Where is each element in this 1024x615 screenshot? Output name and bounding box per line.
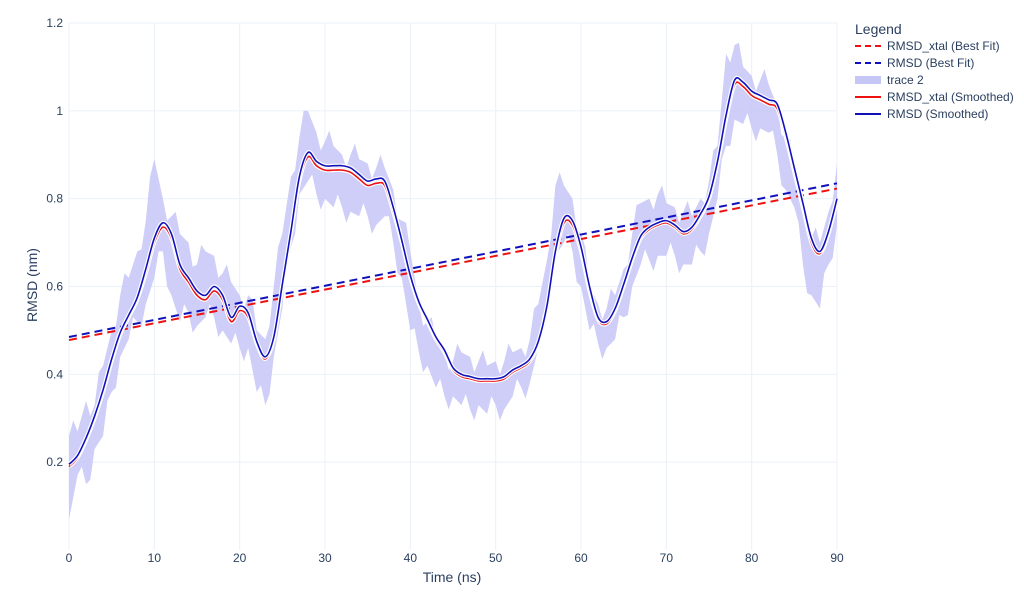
x-tick-label: 70 — [660, 551, 674, 565]
legend-title: Legend — [855, 21, 902, 37]
x-tick-label: 90 — [830, 551, 844, 565]
legend-item-trace-2[interactable]: trace 2 — [855, 73, 924, 87]
y-tick-label: 0.4 — [46, 367, 63, 381]
legend-label: RMSD_xtal (Best Fit) — [887, 39, 1000, 53]
legend[interactable]: Legend RMSD_xtal (Best Fit) RMSD (Best Fi… — [855, 21, 1014, 121]
rmsd-smoothed-series — [68, 77, 838, 465]
x-axis-ticks: 0 10 20 30 40 50 60 70 80 90 — [66, 551, 844, 565]
legend-item-rmsd-best-fit[interactable]: RMSD (Best Fit) — [855, 56, 974, 70]
legend-label: RMSD (Smoothed) — [887, 107, 988, 121]
x-tick-label: 40 — [404, 551, 418, 565]
legend-label: RMSD_xtal (Smoothed) — [887, 90, 1014, 104]
legend-item-rmsd-xtal-smoothed[interactable]: RMSD_xtal (Smoothed) — [855, 90, 1014, 104]
y-axis-ticks: 0.2 0.4 0.6 0.8 1 1.2 — [46, 16, 63, 469]
x-tick-label: 30 — [318, 551, 332, 565]
y-axis-title: RMSD (nm) — [24, 248, 40, 322]
trace-2-series — [69, 42, 837, 520]
plot-area — [67, 42, 839, 520]
y-tick-label: 0.8 — [46, 192, 63, 206]
legend-label: RMSD (Best Fit) — [887, 56, 974, 70]
rmsd-xtal-best-fit-series — [68, 187, 838, 342]
x-tick-label: 20 — [233, 551, 247, 565]
rmsd-best-fit-series — [68, 182, 838, 338]
legend-item-rmsd-smoothed[interactable]: RMSD (Smoothed) — [855, 107, 988, 121]
legend-item-rmsd-xtal-best-fit[interactable]: RMSD_xtal (Best Fit) — [855, 39, 1000, 53]
x-tick-label: 60 — [574, 551, 588, 565]
x-tick-label: 50 — [489, 551, 503, 565]
y-tick-label: 0.6 — [46, 280, 63, 294]
y-tick-label: 1 — [56, 104, 63, 118]
y-tick-label: 1.2 — [46, 16, 63, 30]
x-axis-title: Time (ns) — [423, 569, 482, 585]
legend-label: trace 2 — [887, 73, 924, 87]
legend-swatch — [855, 76, 881, 84]
x-tick-label: 0 — [66, 551, 73, 565]
y-tick-label: 0.2 — [46, 455, 63, 469]
x-tick-label: 80 — [745, 551, 759, 565]
x-tick-label: 10 — [148, 551, 162, 565]
